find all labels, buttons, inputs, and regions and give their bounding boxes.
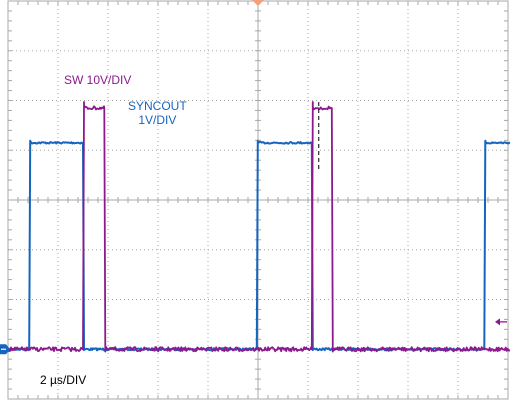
syncout-scale: 1V/DIV — [138, 113, 177, 127]
timebase-label: 2 µs/DIV — [40, 373, 87, 387]
sw-channel-label: SW 10V/DIV — [64, 73, 132, 87]
trigger-level-arrowhead — [495, 318, 500, 326]
sw-trace — [7, 101, 510, 353]
syncout-name: SYNCOUT — [128, 99, 187, 113]
trigger-position-marker — [252, 0, 264, 6]
syncout-channel-label: SYNCOUT 1V/DIV — [128, 99, 187, 127]
traces — [7, 101, 510, 353]
channel-markers — [0, 0, 507, 355]
